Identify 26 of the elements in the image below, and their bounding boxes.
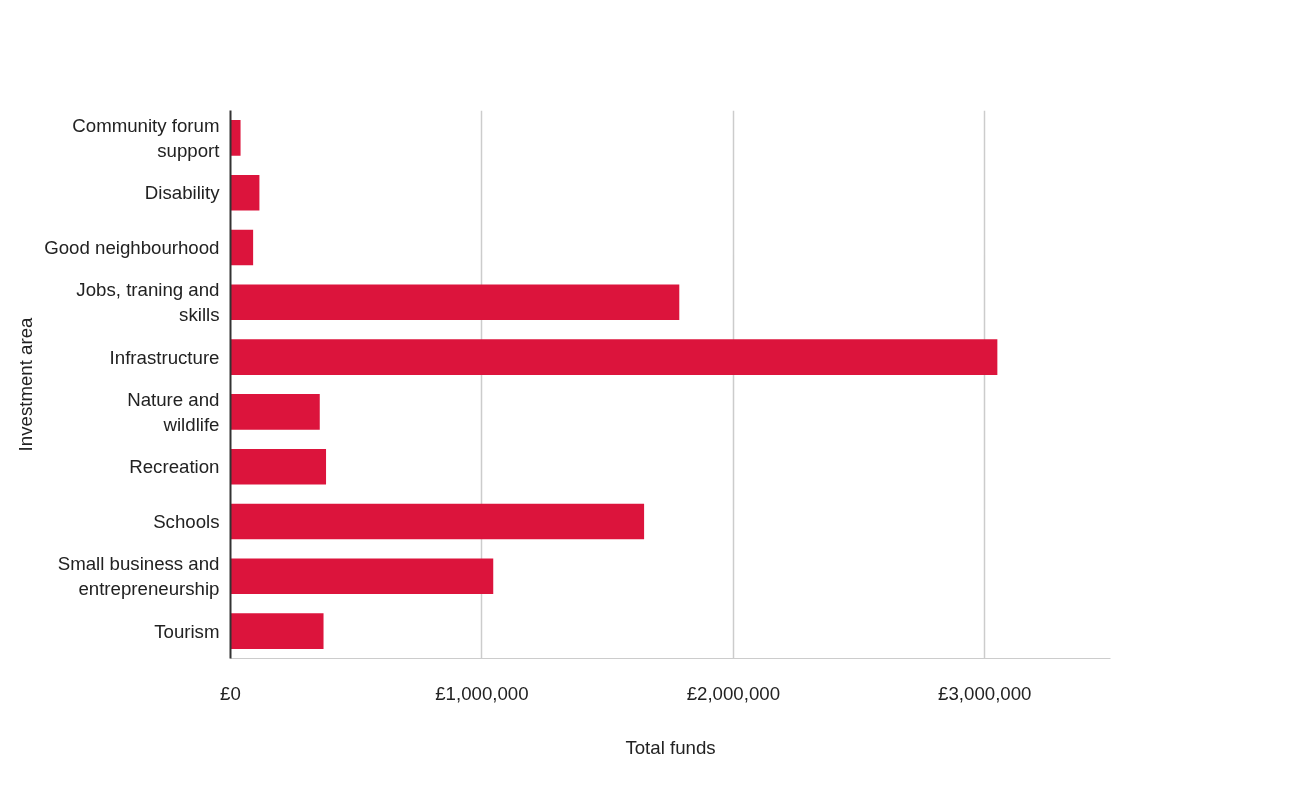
bar xyxy=(230,284,680,321)
bar xyxy=(230,448,327,485)
y-tick-label: Community forum support xyxy=(72,114,221,161)
bar xyxy=(230,174,260,211)
y-tick-label: Nature and wildlife xyxy=(127,388,220,435)
bar xyxy=(230,558,494,595)
bar xyxy=(230,229,254,266)
y-tick-label: Infrastructure xyxy=(109,346,220,368)
bar xyxy=(230,339,998,375)
x-tick-label: £1,000,000 xyxy=(435,682,529,704)
bar xyxy=(230,394,320,430)
y-tick-label: Jobs, traning and skills xyxy=(76,279,220,326)
bar xyxy=(230,120,241,156)
x-axis-title: Total funds xyxy=(625,736,716,758)
y-tick-label: Schools xyxy=(153,511,220,532)
y-axis-title: Investment area xyxy=(15,316,37,452)
y-tick-label: Small business and entrepreneurship xyxy=(57,553,220,600)
x-tick-label: £0 xyxy=(220,682,241,704)
x-tick-label: £2,000,000 xyxy=(686,682,781,704)
bar xyxy=(230,613,324,649)
x-tick-label: £3,000,000 xyxy=(938,682,1032,704)
y-tick-label: Tourism xyxy=(154,620,220,642)
y-tick-label: Good neighbourhood xyxy=(44,237,220,258)
y-tick-label: Recreation xyxy=(129,456,220,478)
y-tick-label: Disability xyxy=(144,182,221,204)
bar xyxy=(230,503,645,540)
